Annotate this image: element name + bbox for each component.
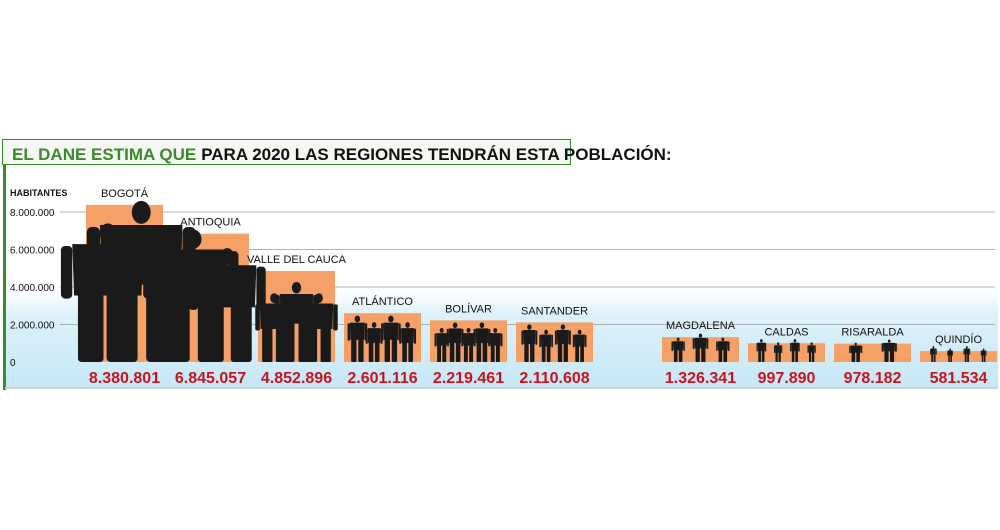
- value-label: 6.845.057: [175, 370, 246, 387]
- bar: [748, 343, 825, 362]
- person-silhouette: [488, 328, 503, 362]
- person-silhouette: [930, 346, 937, 362]
- person-silhouette: [947, 348, 953, 362]
- category-label: MAGDALENA: [666, 320, 736, 332]
- title-highlight: EL DANE ESTIMA QUE: [12, 145, 196, 164]
- value-label: 2.219.461: [433, 370, 504, 387]
- person-silhouette: [716, 337, 730, 362]
- chart-title: EL DANE ESTIMA QUE PARA 2020 LAS REGIONES…: [12, 145, 672, 164]
- category-label: QUINDÍO: [935, 333, 983, 346]
- value-label: 2.601.116: [347, 370, 417, 387]
- person-silhouette: [434, 328, 449, 362]
- person-silhouette: [188, 248, 266, 362]
- bottom-border: [5, 387, 998, 389]
- category-label: BOLÍVAR: [445, 302, 492, 315]
- y-tick-label: 8.000.000: [10, 208, 55, 219]
- value-label: 4.852.896: [261, 370, 332, 387]
- bar: [834, 343, 911, 362]
- value-label: 978.182: [844, 370, 902, 387]
- value-label: 997.890: [758, 370, 816, 387]
- person-silhouette: [980, 348, 987, 362]
- y-tick-label: 0: [10, 358, 16, 369]
- person-silhouette: [365, 322, 383, 362]
- person-silhouette: [473, 322, 491, 362]
- bar: [920, 351, 997, 362]
- person-silhouette: [299, 293, 338, 362]
- category-label: SANTANDER: [521, 305, 588, 317]
- person-silhouette: [572, 329, 587, 362]
- y-tick-label: 4.000.000: [10, 283, 55, 294]
- person-silhouette: [461, 328, 476, 362]
- person-silhouette: [773, 342, 783, 362]
- person-silhouette: [671, 337, 685, 362]
- y-axis-label: HABITANTES: [10, 188, 67, 198]
- person-silhouette: [446, 322, 464, 362]
- category-label: RISARALDA: [841, 327, 904, 339]
- value-labels: 8.380.801 6.845.057 4.852.896 2.601.116 2.21…: [89, 370, 988, 387]
- person-silhouette: [539, 329, 553, 362]
- category-label: ANTIOQUIA: [180, 217, 241, 229]
- title-rest: PARA 2020 LAS REGIONES TENDRÁN ESTA POBL…: [201, 145, 671, 164]
- silhouettes: [60, 200, 987, 362]
- title-bar: EL DANE ESTIMA QUE PARA 2020 LAS REGIONES…: [2, 139, 672, 165]
- value-label: 581.534: [930, 370, 988, 387]
- person-silhouette: [849, 342, 863, 362]
- frame-left-line: [3, 140, 6, 390]
- value-label: 2.110.608: [519, 370, 589, 387]
- person-silhouette: [692, 333, 709, 362]
- title-fill: [3, 140, 570, 164]
- person-silhouette: [881, 339, 897, 362]
- y-tick-label: 2.000.000: [10, 321, 55, 332]
- value-label: 8.380.801: [89, 370, 160, 387]
- person-silhouette: [521, 324, 538, 362]
- person-silhouette: [399, 322, 417, 362]
- y-tick-labels: 0 2.000.000 4.000.000 6.000.000 8.000.000: [10, 208, 55, 369]
- person-silhouette: [756, 339, 767, 362]
- person-silhouette: [381, 315, 401, 362]
- person-silhouette: [963, 346, 971, 362]
- category-label: VALLE DEL CAUCA: [247, 254, 347, 266]
- person-silhouette: [347, 315, 368, 362]
- person-silhouette: [807, 342, 816, 362]
- value-label: 1.326.341: [665, 370, 736, 387]
- category-label: BOGOTÁ: [101, 187, 149, 200]
- y-tick-label: 6.000.000: [10, 246, 55, 257]
- category-labels: BOGOTÁ ANTIOQUIA VALLE DEL CAUCA ATLÁNTICO B…: [101, 187, 983, 346]
- category-label: ATLÁNTICO: [352, 295, 413, 308]
- person-silhouette: [554, 324, 571, 362]
- category-label: CALDAS: [764, 326, 808, 338]
- person-silhouette: [790, 339, 800, 362]
